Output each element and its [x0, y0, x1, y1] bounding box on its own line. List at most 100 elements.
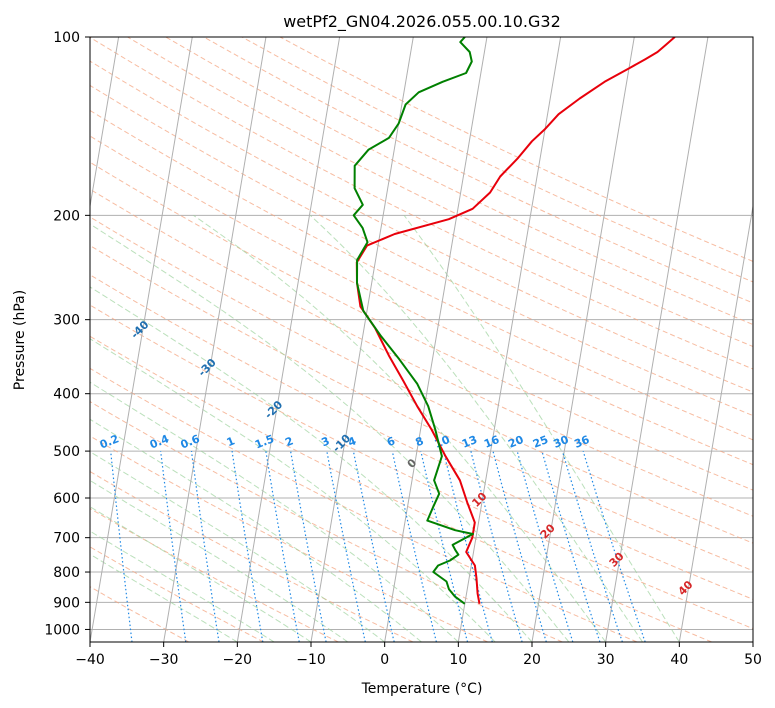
- dry-adiabat: [279, 37, 753, 262]
- moist-adiabat: [90, 418, 422, 642]
- mixing-ratio-line: [420, 450, 469, 642]
- dry-adiabat: [90, 135, 753, 466]
- y-tick-label: 400: [53, 387, 80, 403]
- isotherm-label: -20: [262, 398, 285, 421]
- chart-title: wetPf2_GN04.2026.055.00.10.G32: [283, 12, 561, 32]
- dry-adiabat: [203, 37, 753, 304]
- mixing-ratio-label: 1: [225, 434, 237, 449]
- y-axis: 100 200 300 400 500 600 700 800 900 1000: [44, 30, 90, 638]
- mixing-ratio-line: [352, 450, 395, 642]
- x-tick-label: 20: [523, 652, 541, 668]
- isotherm-line: [457, 37, 562, 642]
- isotherm-label: 40: [676, 578, 696, 598]
- mixing-ratio-line: [470, 450, 523, 642]
- moist-adiabat: [90, 451, 385, 642]
- moist-adiabat: [309, 214, 643, 642]
- mixing-ratio-label: 0.2: [98, 432, 121, 451]
- mixing-ratio-line: [160, 451, 187, 642]
- mixing-ratio-line: [110, 451, 133, 642]
- mixing-ratio-label: 6: [385, 434, 397, 449]
- isotherm-line: [605, 37, 709, 642]
- mixing-ratio-line: [516, 450, 574, 642]
- moist-adiabat: [403, 215, 680, 642]
- dry-adiabat: [90, 367, 638, 642]
- dry-adiabat: [90, 161, 753, 491]
- mixing-ratio-line: [561, 450, 623, 642]
- dry-adiabat: [90, 188, 753, 517]
- mixing-ratio-label: 3: [320, 434, 332, 449]
- mixing-ratio-line: [190, 451, 220, 642]
- isotherm-line: [310, 37, 414, 642]
- isotherm-label: -40: [128, 318, 151, 341]
- mixing-ratio-label: 2: [283, 434, 295, 449]
- dry-adiabat: [90, 507, 339, 642]
- isotherm-line: [236, 37, 341, 642]
- x-tick-label: −30: [149, 652, 179, 668]
- temperature-line: [355, 37, 676, 604]
- isotherm-line: [90, 37, 193, 642]
- mixing-ratio-line: [290, 450, 327, 642]
- y-tick-label: 200: [53, 208, 80, 224]
- mixing-ratio-line: [442, 450, 493, 642]
- y-tick-label: 600: [53, 491, 80, 507]
- isotherm-label: 0: [405, 456, 420, 471]
- isotherm-label: 10: [469, 490, 489, 510]
- moist-adiabat: [90, 223, 570, 642]
- mixing-ratio-label: 16: [482, 433, 501, 451]
- y-tick-label: 900: [53, 595, 80, 611]
- mixing-ratio-label: 36: [572, 433, 591, 451]
- mixing-ratio-label: 20: [506, 433, 525, 451]
- dry-adiabat: [241, 37, 753, 283]
- mixing-ratio-line: [231, 451, 264, 642]
- x-tick-label: 0: [380, 652, 389, 668]
- moist-adiabat: [90, 553, 238, 642]
- mixing-ratio-label: 8: [414, 434, 426, 449]
- dry-adiabat: [90, 546, 264, 642]
- isotherm-line: [384, 37, 488, 642]
- x-tick-label: −40: [75, 652, 105, 668]
- moist-adiabat: [90, 381, 459, 642]
- isotherm-line: [90, 37, 120, 210]
- dry-adiabat: [90, 244, 753, 572]
- mixing-ratio-label: 25: [531, 433, 550, 451]
- isotherm-line: [752, 639, 753, 642]
- dry-adiabat: [90, 401, 563, 642]
- chart-background-lines: 0.10.20.40.611.52346810131620253036-100-…: [0, 37, 753, 642]
- isotherm-line: [678, 203, 753, 642]
- isotherm-label: -30: [196, 356, 219, 379]
- y-tick-label: 300: [53, 313, 80, 329]
- x-axis-label: Temperature (°C): [361, 681, 483, 697]
- x-tick-label: 40: [670, 652, 688, 668]
- dewpoint-line: [352, 37, 474, 605]
- isotherm-label: -60: [0, 242, 17, 265]
- x-axis: −40 −30 −20 −10 0 10 20 30 40 50: [75, 642, 762, 668]
- dry-adiabat: [90, 37, 753, 370]
- mixing-ratio-line: [326, 450, 366, 642]
- dry-adiabat: [90, 304, 753, 630]
- mixing-ratio-line: [582, 450, 646, 642]
- dry-adiabat: [127, 37, 753, 348]
- mixing-ratio-label: 0.4: [148, 432, 171, 451]
- mixing-ratio-label: 30: [552, 433, 571, 451]
- y-tick-label: 800: [53, 565, 80, 581]
- moist-adiabat: [90, 506, 312, 642]
- mixing-ratio-line: [265, 450, 300, 642]
- y-tick-label: 100: [53, 30, 80, 46]
- mixing-ratio-line: [541, 450, 601, 642]
- mixing-ratio-label: 13: [460, 433, 479, 451]
- chart-series: [352, 37, 676, 605]
- dry-adiabat: [90, 84, 753, 417]
- x-tick-label: 50: [744, 652, 762, 668]
- dry-adiabat: [90, 274, 753, 600]
- isotherm-label: 30: [607, 549, 627, 569]
- x-tick-label: −10: [296, 652, 326, 668]
- isotherm-line: [163, 37, 267, 642]
- x-tick-label: 30: [597, 652, 615, 668]
- dry-adiabat: [90, 435, 488, 642]
- x-tick-label: −20: [223, 652, 253, 668]
- isotherm-label: -50: [61, 283, 84, 306]
- isotherm-line: [531, 37, 635, 642]
- y-axis-label: Pressure (hPa): [12, 290, 28, 390]
- dry-adiabat: [90, 109, 753, 441]
